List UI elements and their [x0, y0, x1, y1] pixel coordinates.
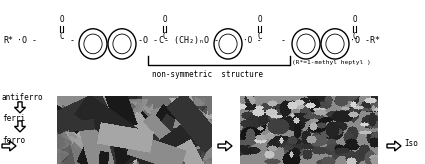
Text: O: O	[60, 15, 64, 24]
Text: non-symmetric  structure: non-symmetric structure	[152, 70, 263, 79]
Text: ·O -: ·O -	[243, 36, 261, 45]
Text: -: -	[70, 36, 74, 45]
Text: O: O	[258, 15, 262, 24]
Text: -O -: -O -	[138, 36, 158, 45]
Text: R*: R*	[3, 36, 13, 45]
Text: mosaic: mosaic	[296, 103, 324, 112]
Text: antiferro: antiferro	[2, 93, 44, 102]
Text: (R*=1-methyl heptyl ): (R*=1-methyl heptyl )	[292, 60, 371, 65]
Text: ferri: ferri	[2, 114, 25, 123]
Text: ·O -R*: ·O -R*	[350, 36, 380, 45]
Text: C: C	[258, 32, 262, 41]
Text: -: -	[280, 36, 286, 45]
Text: unidentified: unidentified	[104, 107, 155, 113]
Text: ·O -: ·O -	[17, 36, 37, 45]
Text: ferro: ferro	[2, 136, 25, 145]
Text: C: C	[353, 32, 357, 41]
Text: Iso: Iso	[404, 139, 418, 148]
Text: O: O	[163, 15, 167, 24]
Text: C- (CH₂)ₙO -: C- (CH₂)ₙO -	[159, 36, 219, 45]
Text: isotropic: isotropic	[117, 117, 155, 123]
Text: C: C	[60, 32, 64, 41]
Text: C: C	[163, 32, 167, 41]
Text: O: O	[353, 15, 357, 24]
